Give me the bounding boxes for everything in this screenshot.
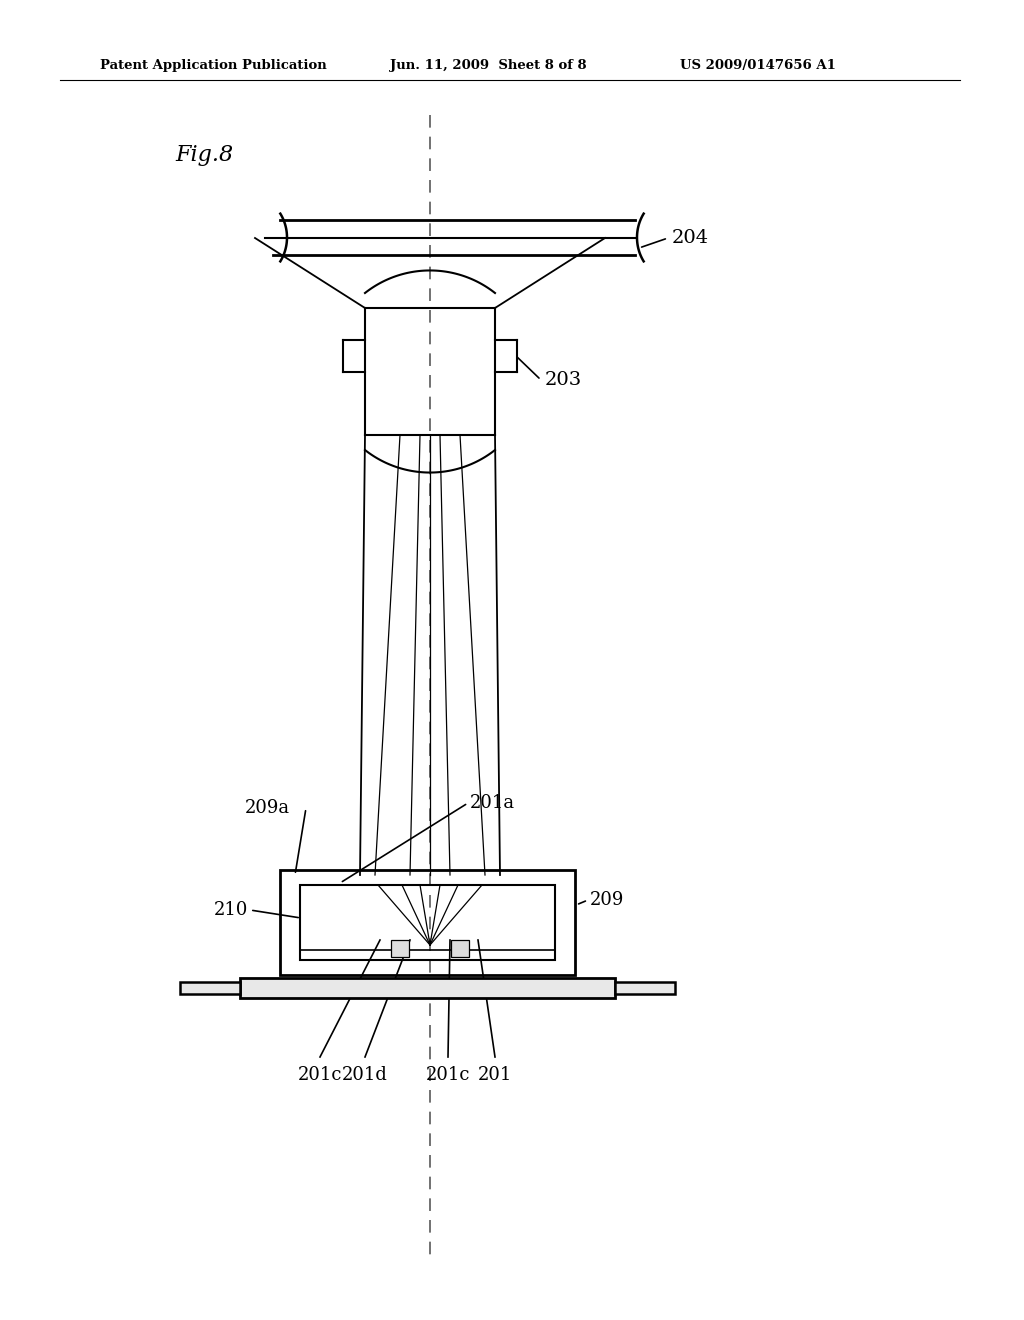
Bar [280, 870, 575, 975]
Text: 209a: 209a [245, 799, 290, 817]
Bar [180, 982, 240, 994]
Text: Fig.8: Fig.8 [175, 144, 233, 166]
Text: 209: 209 [590, 891, 625, 909]
Text: 201: 201 [478, 1067, 512, 1084]
Bar [451, 940, 469, 957]
Text: 201c: 201c [426, 1067, 470, 1084]
Text: 204: 204 [672, 228, 710, 247]
Text: 201a: 201a [470, 795, 515, 812]
Text: 201c: 201c [298, 1067, 342, 1084]
Text: 201d: 201d [342, 1067, 388, 1084]
Text: Jun. 11, 2009  Sheet 8 of 8: Jun. 11, 2009 Sheet 8 of 8 [390, 58, 587, 71]
Bar [300, 884, 555, 960]
Bar [391, 940, 409, 957]
Text: Patent Application Publication: Patent Application Publication [100, 58, 327, 71]
Bar [615, 982, 675, 994]
Text: 210: 210 [214, 902, 248, 919]
Text: 203: 203 [545, 371, 583, 389]
Text: US 2009/0147656 A1: US 2009/0147656 A1 [680, 58, 836, 71]
Bar [240, 978, 615, 998]
